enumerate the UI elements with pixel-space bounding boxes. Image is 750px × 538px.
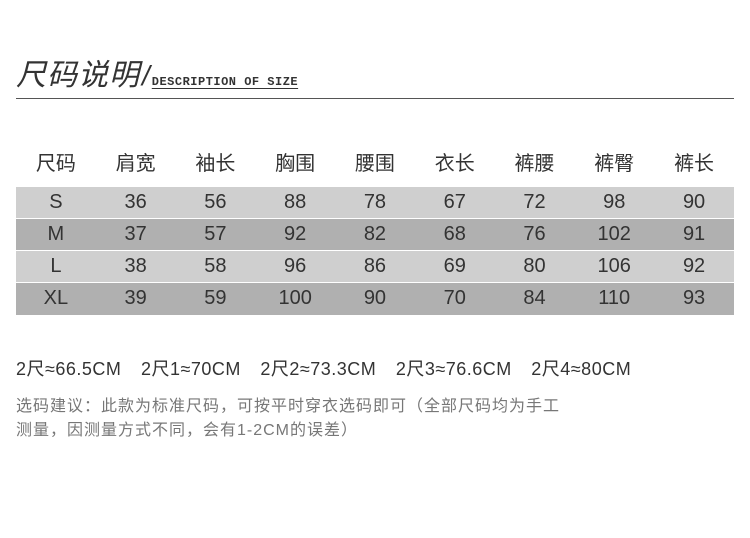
conversion-item: 2尺2≈73.3CM — [260, 359, 376, 379]
cell: 93 — [654, 283, 734, 315]
cell: 86 — [335, 251, 415, 283]
cell: 76 — [495, 219, 575, 251]
cell: 36 — [96, 187, 176, 219]
cell: 38 — [96, 251, 176, 283]
cell: 68 — [415, 219, 495, 251]
note-line: 测量，因测量方式不同，会有1-2CM的误差） — [16, 419, 734, 443]
col-sleeve: 袖长 — [176, 141, 256, 187]
cell: 56 — [176, 187, 256, 219]
note-line: 选码建议：此款为标准尺码，可按平时穿衣选码即可（全部尺码均为手工 — [16, 395, 734, 419]
table-header-row: 尺码 肩宽 袖长 胸围 腰围 衣长 裤腰 裤臀 裤长 — [16, 141, 734, 187]
title-chinese: 尺码说明 — [16, 50, 140, 94]
cell: 70 — [415, 283, 495, 315]
col-hip: 裤臀 — [574, 141, 654, 187]
cell: 90 — [654, 187, 734, 219]
cell: 82 — [335, 219, 415, 251]
cell: S — [16, 187, 96, 219]
cell: 67 — [415, 187, 495, 219]
col-shoulder: 肩宽 — [96, 141, 176, 187]
cell: 78 — [335, 187, 415, 219]
col-waist: 腰围 — [335, 141, 415, 187]
cell: 100 — [255, 283, 335, 315]
conversion-item: 2尺≈66.5CM — [16, 359, 121, 379]
col-pant-length: 裤长 — [654, 141, 734, 187]
size-table: 尺码 肩宽 袖长 胸围 腰围 衣长 裤腰 裤臀 裤长 S 36 56 88 78… — [16, 141, 734, 315]
conversion-item: 2尺3≈76.6CM — [396, 359, 512, 379]
cell: 92 — [654, 251, 734, 283]
note-section: 选码建议：此款为标准尺码，可按平时穿衣选码即可（全部尺码均为手工 测量，因测量方… — [16, 395, 734, 443]
col-pant-waist: 裤腰 — [495, 141, 575, 187]
cell: 98 — [574, 187, 654, 219]
conversion-row: 2尺≈66.5CM 2尺1≈70CM 2尺2≈73.3CM 2尺3≈76.6CM… — [16, 355, 734, 381]
col-size: 尺码 — [16, 141, 96, 187]
cell: M — [16, 219, 96, 251]
col-chest: 胸围 — [255, 141, 335, 187]
cell: 106 — [574, 251, 654, 283]
cell: 84 — [495, 283, 575, 315]
conversion-item: 2尺4≈80CM — [531, 359, 631, 379]
cell: 72 — [495, 187, 575, 219]
cell: 59 — [176, 283, 256, 315]
cell: 39 — [96, 283, 176, 315]
cell: 69 — [415, 251, 495, 283]
cell: 102 — [574, 219, 654, 251]
cell: 37 — [96, 219, 176, 251]
cell: 88 — [255, 187, 335, 219]
cell: 90 — [335, 283, 415, 315]
cell: 91 — [654, 219, 734, 251]
title-english: DESCRIPTION OF SIZE — [152, 75, 298, 89]
table-row: S 36 56 88 78 67 72 98 90 — [16, 187, 734, 219]
conversion-item: 2尺1≈70CM — [141, 359, 241, 379]
cell: 110 — [574, 283, 654, 315]
cell: 92 — [255, 219, 335, 251]
table-row: M 37 57 92 82 68 76 102 91 — [16, 219, 734, 251]
table-row: XL 39 59 100 90 70 84 110 93 — [16, 283, 734, 315]
col-length: 衣长 — [415, 141, 495, 187]
cell: 80 — [495, 251, 575, 283]
cell: 58 — [176, 251, 256, 283]
title-slash: / — [142, 60, 150, 92]
cell: L — [16, 251, 96, 283]
cell: 57 — [176, 219, 256, 251]
cell: 96 — [255, 251, 335, 283]
cell: XL — [16, 283, 96, 315]
table-row: L 38 58 96 86 69 80 106 92 — [16, 251, 734, 283]
title-section: 尺码说明 / DESCRIPTION OF SIZE — [16, 50, 734, 99]
